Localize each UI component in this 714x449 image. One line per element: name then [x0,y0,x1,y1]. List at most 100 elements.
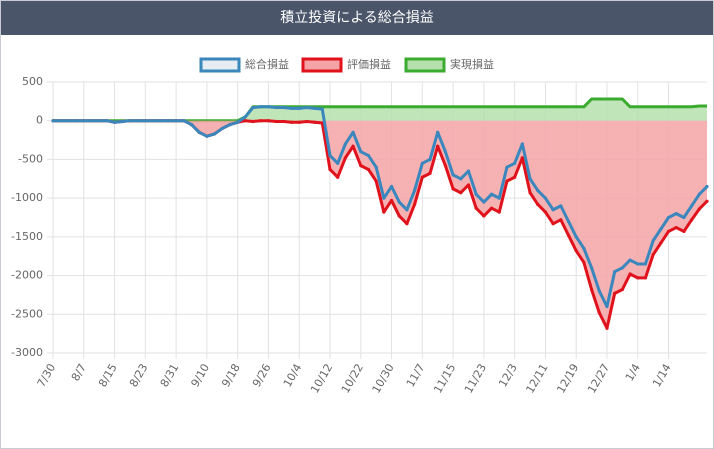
data-point [228,122,232,127]
data-point [128,119,132,123]
legend-label: 総合損益 [245,57,289,71]
data-point [697,192,701,196]
data-point [690,218,694,222]
x-tick-label: 10/12 [308,362,335,396]
series-area [53,120,707,329]
y-tick-label: -1000 [11,191,43,204]
data-point [374,179,378,183]
data-point [690,204,694,208]
data-point [674,225,678,230]
data-point [343,156,347,160]
data-point [120,119,124,124]
data-point [374,165,378,169]
data-point [220,126,224,131]
data-point [166,119,171,123]
data-point [389,198,394,203]
data-point [589,266,594,270]
x-tick-label: 10/4 [281,362,305,390]
data-point [489,192,494,196]
data-point [282,119,286,124]
data-point [597,289,601,293]
data-point [351,130,355,134]
x-tick-label: 9/18 [219,362,243,390]
data-point [620,287,624,292]
data-point [497,210,501,214]
data-point [428,157,432,162]
data-point [536,202,540,206]
data-point [451,173,455,177]
data-point [243,115,247,119]
y-tick-label: 500 [22,75,43,88]
data-point [343,142,347,146]
x-tick-label: 12/19 [554,362,581,396]
data-point [582,246,586,251]
data-point [359,150,363,154]
data-point [182,119,186,123]
data-point [59,119,63,123]
data-point [259,119,263,123]
x-tick-label: 11/15 [431,362,458,396]
data-point [251,105,255,110]
data-point [636,276,640,280]
x-tick-label: 9/10 [188,362,212,390]
legend-label: 評価損益 [347,57,391,71]
data-point [313,120,317,124]
data-point [666,229,671,234]
data-point [189,122,194,127]
data-point [551,222,555,226]
data-point [628,258,632,262]
data-point [559,218,563,222]
chart-title: 積立投資による総合損益 [1,1,713,35]
data-point [236,120,240,124]
x-tick-label: 11/23 [462,362,489,396]
data-point [259,105,263,109]
data-point [459,191,463,195]
data-point [336,175,340,179]
x-tick-label: 12/11 [524,362,551,396]
x-tick-label: 12/3 [496,362,520,390]
data-point [382,210,386,214]
data-point [413,202,417,206]
data-point [366,167,371,172]
data-point [351,144,355,148]
data-point [243,119,247,123]
data-point [112,120,117,124]
x-tick-label: 10/22 [339,362,366,396]
x-tick-label: 7/30 [35,362,59,390]
data-point [359,164,363,168]
data-point [159,119,163,123]
data-point [420,175,424,179]
data-point [205,134,209,138]
data-point [143,119,147,123]
data-point [597,311,601,315]
data-point [136,119,140,123]
data-point [451,187,455,191]
data-point [513,161,517,165]
x-tick-label: 8/15 [96,362,120,390]
data-point [559,204,563,208]
x-tick-label: 12/27 [585,362,612,396]
data-point [551,208,555,212]
data-point [320,107,324,111]
data-point [589,287,594,292]
data-point [574,249,578,253]
legend-swatch [404,57,446,73]
data-point [305,119,309,124]
series-area [53,99,707,121]
x-tick-label: 9/26 [250,362,274,390]
data-point [89,119,94,123]
data-point [397,200,401,204]
data-point [289,120,294,124]
data-point [620,266,624,270]
data-point [613,270,617,274]
data-point [605,304,609,309]
data-point [482,214,486,218]
data-point [682,215,686,220]
data-point [528,177,532,181]
data-point [574,235,578,239]
y-tick-label: -3000 [11,346,43,359]
data-point [582,260,586,265]
data-point [628,272,632,276]
data-point [66,119,70,123]
